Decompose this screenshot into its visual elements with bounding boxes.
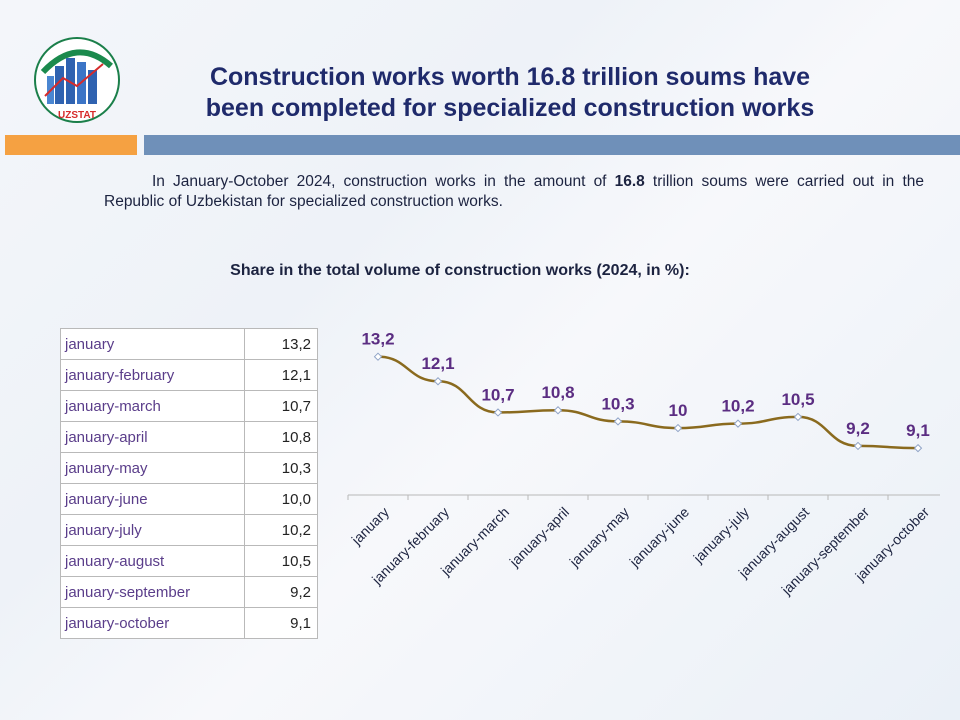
table-row: january-may 10,3 — [60, 452, 318, 484]
data-label: 10 — [669, 401, 688, 420]
row-value: 9,2 — [244, 576, 318, 608]
category-tick-label: january-july — [689, 504, 752, 567]
row-value: 10,7 — [244, 390, 318, 422]
data-point — [433, 377, 443, 386]
data-label: 10,5 — [781, 390, 814, 409]
row-value: 10,2 — [244, 514, 318, 546]
logo-text: UZSTAT — [58, 110, 96, 121]
row-value: 9,1 — [244, 607, 318, 639]
row-label: january-june — [60, 483, 245, 515]
data-point — [853, 441, 863, 451]
data-label: 9,2 — [846, 419, 870, 438]
data-label: 10,8 — [541, 383, 574, 402]
table-row: january-october 9,1 — [60, 607, 318, 639]
table-row: january-april 10,8 — [60, 421, 318, 453]
category-tick-label: january-may — [566, 504, 632, 570]
data-label: 9,1 — [906, 421, 930, 440]
table-row: january-september 9,2 — [60, 576, 318, 608]
chart-subtitle: Share in the total volume of constructio… — [230, 262, 690, 279]
row-label: january-september — [60, 576, 245, 608]
table-row: january-february 12,1 — [60, 359, 318, 391]
page-title: Construction works worth 16.8 trillion s… — [150, 62, 870, 124]
data-point — [793, 412, 803, 422]
table-row: january-june 10,0 — [60, 483, 318, 515]
category-tick-label: january-june — [626, 504, 693, 571]
row-value: 10,0 — [244, 483, 318, 515]
row-value: 13,2 — [244, 328, 318, 360]
table-row: january 13,2 — [60, 328, 318, 360]
data-label: 12,1 — [421, 354, 454, 373]
row-label: january-february — [60, 359, 245, 391]
accent-bar-orange — [5, 135, 137, 155]
data-point — [733, 419, 743, 428]
intro-highlight-amount: 16.8 — [614, 173, 645, 190]
table-row: january-march 10,7 — [60, 390, 318, 422]
data-label: 10,2 — [721, 397, 754, 416]
share-line-chart: 13,2january12,1january-february10,7janua… — [347, 330, 940, 598]
row-value: 10,5 — [244, 545, 318, 577]
share-table: january 13,2 january-february 12,1 january-m… — [60, 328, 318, 639]
row-value: 10,3 — [244, 452, 318, 484]
data-point — [493, 408, 503, 417]
title-line-2: been completed for specialized construct… — [205, 94, 815, 122]
category-tick-label: january — [348, 504, 392, 548]
intro-paragraph: In January-October 2024, construction wo… — [104, 172, 924, 212]
table-row: january-july 10,2 — [60, 514, 318, 546]
data-label: 10,7 — [481, 385, 514, 404]
data-point — [913, 443, 923, 453]
row-label: january-march — [60, 390, 245, 422]
row-label: january-october — [60, 607, 245, 639]
row-label: january-may — [60, 452, 245, 484]
row-value: 12,1 — [244, 359, 318, 391]
data-label: 13,2 — [361, 330, 394, 349]
table-row: january-august 10,5 — [60, 545, 318, 577]
uzstat-logo: UZSTAT — [34, 37, 120, 123]
category-tick-label: january-april — [506, 504, 573, 571]
intro-text-before: In January-October 2024, construction wo… — [152, 173, 615, 190]
row-label: january-august — [60, 545, 245, 577]
data-point — [373, 352, 383, 361]
data-point — [613, 417, 623, 426]
data-label: 10,3 — [601, 394, 634, 413]
row-label: january — [60, 328, 245, 360]
row-label: january-july — [60, 514, 245, 546]
title-line-1: Construction works worth 16.8 trillion s… — [209, 63, 811, 91]
series-line — [377, 355, 919, 450]
row-value: 10,8 — [244, 421, 318, 453]
intro-text-after: trillion soums were carried out in the R… — [104, 173, 924, 210]
data-point — [673, 423, 683, 433]
row-label: january-april — [60, 421, 245, 453]
data-point — [553, 406, 563, 415]
accent-bar-blue — [144, 135, 960, 155]
